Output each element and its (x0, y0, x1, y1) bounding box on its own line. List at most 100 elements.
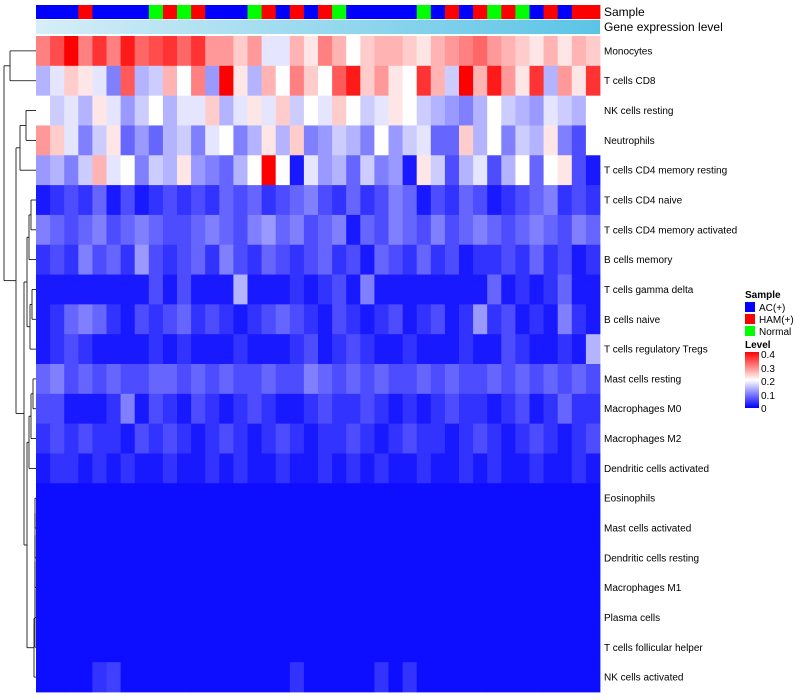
heatmap-cell (120, 632, 136, 663)
heatmap-cell (416, 364, 432, 395)
sample-annotation-cell (388, 5, 403, 19)
heatmap-cell (36, 95, 51, 126)
heatmap-cell (233, 632, 248, 663)
sample-annotation-cell (487, 5, 502, 19)
heatmap-cell (134, 632, 150, 663)
heatmap-cell (571, 483, 587, 514)
heatmap-cell (50, 155, 65, 186)
heatmap-cell (529, 453, 544, 484)
heatmap-cell (332, 334, 347, 365)
heatmap-cell (444, 542, 460, 574)
heatmap-cell (402, 542, 418, 574)
heatmap-cell (473, 185, 488, 216)
heatmap-cell (416, 483, 432, 514)
heatmap-cell (247, 125, 262, 156)
heatmap-cell (543, 214, 559, 246)
heatmap-cell (275, 125, 291, 156)
heatmap-cell (543, 542, 559, 574)
heatmap-cell (162, 65, 178, 97)
heatmap-cell (233, 244, 248, 275)
heatmap-cell (374, 423, 389, 454)
heatmap-cell (205, 662, 220, 693)
heatmap-cell (177, 65, 192, 97)
heatmap-cell (134, 542, 150, 574)
heatmap-cell (416, 125, 432, 156)
heatmap-cell (92, 95, 107, 126)
heatmap-cell (303, 483, 319, 514)
heatmap-cell (191, 364, 206, 395)
heatmap-cell (261, 36, 277, 67)
level-tick-04: 0.4 (761, 350, 775, 361)
heatmap-cell (501, 274, 516, 305)
heatmap-cell (205, 602, 220, 633)
heatmap-cell (50, 214, 65, 246)
heatmap-cell (374, 65, 389, 97)
heatmap-cell (346, 214, 361, 246)
heatmap-cell (332, 393, 347, 425)
heatmap-cell (289, 483, 305, 514)
heatmap-cell (162, 304, 178, 335)
heatmap-cell (501, 423, 516, 454)
heatmap-cell (219, 542, 234, 574)
heatmap-cell (233, 185, 248, 216)
heatmap-cell (120, 304, 136, 335)
heatmap-cell (585, 662, 601, 693)
heatmap-cell (247, 602, 262, 633)
heatmap-cell (233, 453, 248, 484)
sample-annotation-cell (191, 5, 206, 19)
heatmap-cell (571, 513, 587, 544)
heatmap-cell (162, 185, 178, 216)
heatmap-cell (346, 244, 361, 275)
heatmap-cell (585, 214, 601, 246)
heatmap-cell (473, 95, 488, 126)
heatmap-cell (247, 214, 262, 246)
heatmap-cell (64, 542, 79, 574)
heatmap-cell (402, 393, 418, 425)
sample-annotation-label: Sample (604, 5, 645, 19)
heatmap-cell (402, 662, 418, 693)
heatmap-cell (177, 364, 192, 395)
heatmap-cell (177, 662, 192, 693)
heatmap-cell (233, 513, 248, 544)
heatmap-cell (430, 453, 446, 484)
heatmap-cell (430, 274, 446, 305)
heatmap-cell (148, 453, 164, 484)
heatmap-cell (473, 274, 488, 305)
heatmap-cell (275, 572, 291, 603)
heatmap-cell (360, 304, 375, 335)
heatmap-cell (106, 483, 121, 514)
heatmap-cell (289, 572, 305, 603)
heatmap-cell (388, 155, 403, 186)
heatmap-cell (219, 274, 234, 305)
heatmap-cell (289, 513, 305, 544)
row-label: T cells CD4 naive (604, 196, 683, 207)
heatmap-cell (78, 572, 93, 603)
heatmap-cell (36, 662, 51, 693)
heatmap-cell (557, 453, 573, 484)
heatmap-cell (177, 304, 192, 335)
heatmap-cell (459, 483, 474, 514)
heatmap-cell (177, 542, 192, 574)
heatmap-cell (360, 36, 375, 67)
heatmap-cell (148, 185, 164, 216)
heatmap-cell (529, 36, 544, 67)
heatmap-cell (571, 95, 587, 126)
heatmap-cell (487, 483, 502, 514)
heatmap-cell (233, 334, 248, 365)
heatmap-cell (557, 334, 573, 365)
heatmap-cell (416, 423, 432, 454)
heatmap-cell (557, 95, 573, 126)
heatmap-cell (78, 244, 93, 275)
heatmap-cell (106, 95, 121, 126)
heatmap-cell (416, 513, 432, 544)
heatmap-cell (275, 602, 291, 633)
heatmap-cell (78, 542, 93, 574)
heatmap-cell (289, 125, 305, 156)
heatmap-cell (303, 274, 319, 305)
heatmap-cell (360, 274, 375, 305)
row-label: Mast cells activated (604, 524, 691, 535)
heatmap-cell (346, 334, 361, 365)
heatmap-cell (318, 662, 333, 693)
heatmap-cell (289, 364, 305, 395)
heatmap-cell (360, 125, 375, 156)
